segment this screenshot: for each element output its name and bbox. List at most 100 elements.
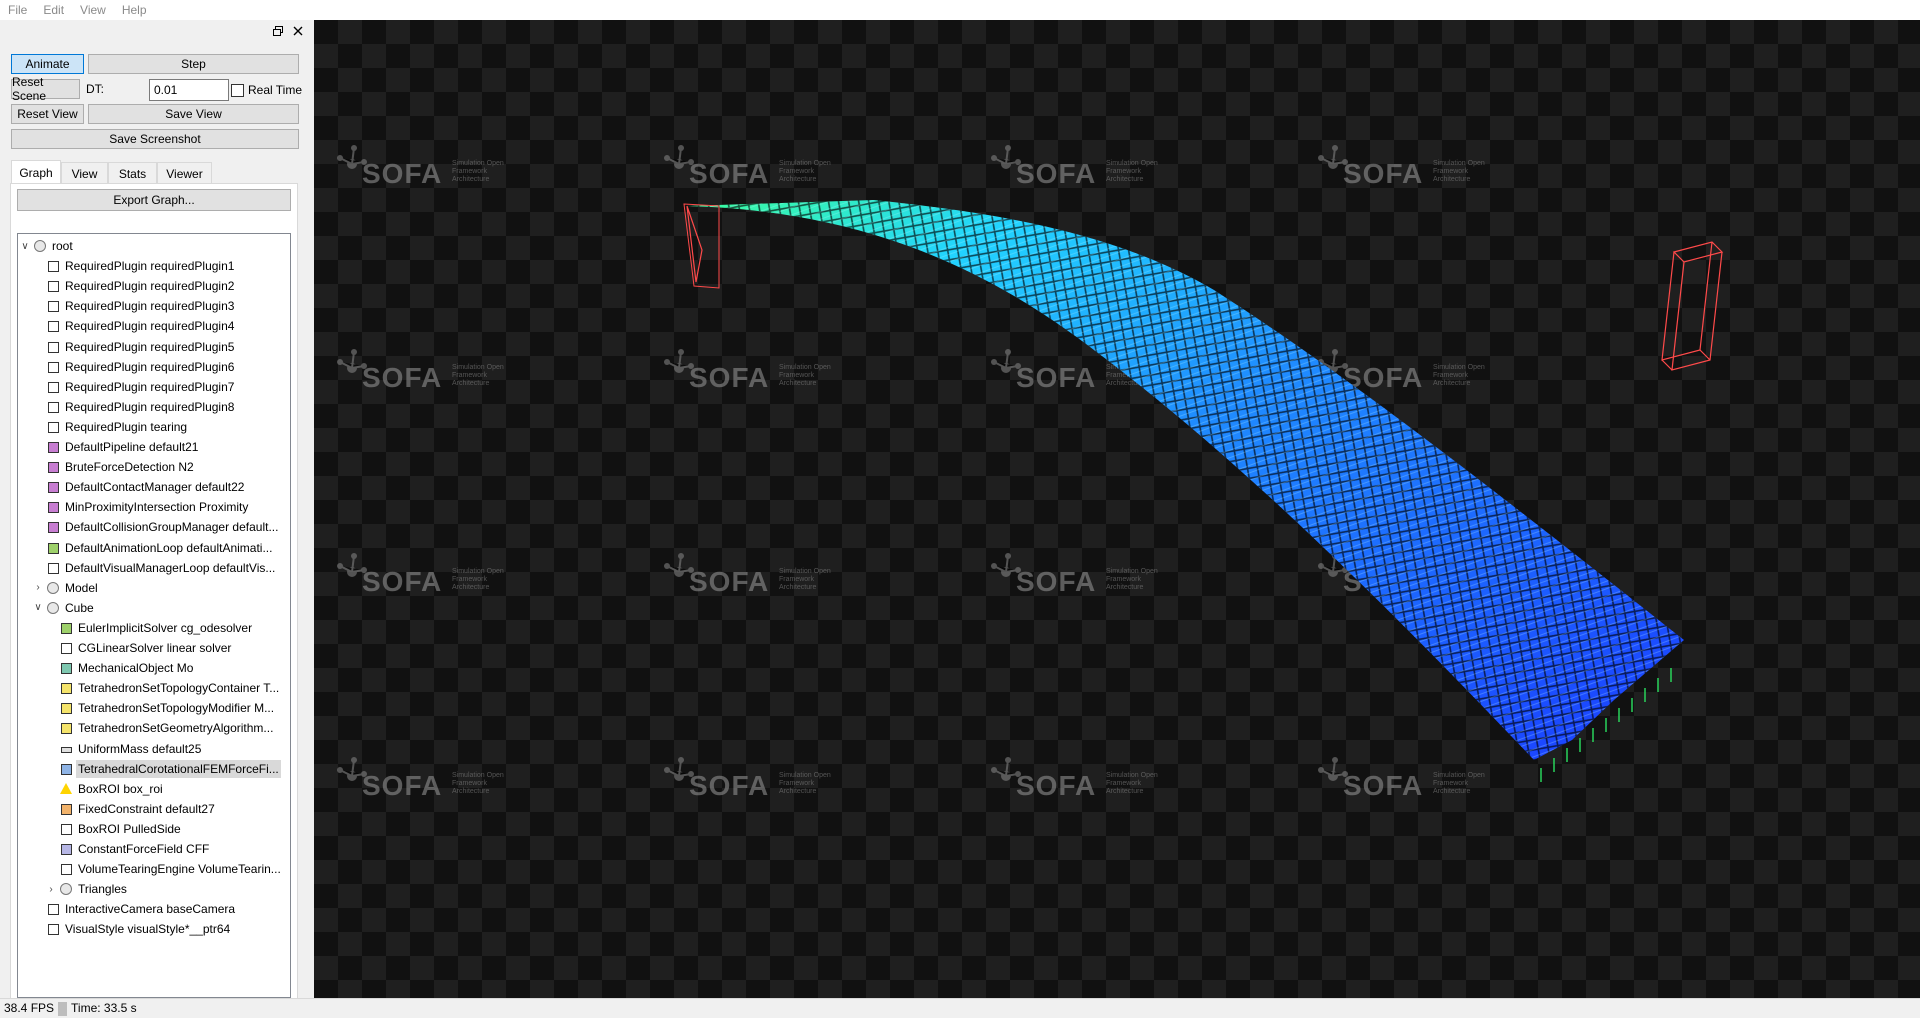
tree-node-label: RequiredPlugin requiredPlugin1	[65, 259, 235, 274]
tree-node[interactable]: TetrahedralCorotationalFEMForceFi...	[18, 759, 290, 779]
real-time-checkbox[interactable]	[231, 84, 244, 97]
watermark-subtitle: Simulation Open Framework Architecture	[779, 568, 831, 591]
tree-node[interactable]: VisualStyle visualStyle*__ptr64	[18, 919, 290, 939]
force-arrows	[1540, 668, 1672, 782]
tree-node[interactable]: TetrahedronSetGeometryAlgorithm...	[18, 718, 290, 738]
tab-graph[interactable]: Graph	[11, 160, 61, 184]
tree-node[interactable]: CGLinearSolver linear solver	[18, 638, 290, 658]
watermark-subtitle: Simulation Open Framework Architecture	[1106, 772, 1158, 795]
tree-node[interactable]: BoxROI PulledSide	[18, 819, 290, 839]
component-icon	[61, 723, 72, 735]
tree-node[interactable]: InteractiveCamera baseCamera	[18, 899, 290, 919]
component-icon	[48, 542, 59, 554]
menu-help[interactable]: Help	[121, 3, 147, 17]
tree-node-label: DefaultPipeline default21	[65, 440, 199, 454]
tab-view[interactable]: View	[61, 162, 108, 184]
component-icon	[61, 683, 72, 695]
tree-node[interactable]: FixedConstraint default27	[18, 799, 290, 819]
tree-node[interactable]: UniformMass default25	[18, 739, 290, 759]
component-icon	[48, 361, 59, 373]
tree-node[interactable]: RequiredPlugin requiredPlugin3	[18, 296, 290, 316]
scene-canvas	[683, 200, 1724, 782]
sofa-watermark: SOFA Simulation Open Framework Architectu…	[1313, 138, 1493, 208]
watermark-subtitle: Simulation Open Framework Architecture	[1106, 160, 1158, 183]
tree-node-label: MinProximityIntersection Proximity	[65, 500, 249, 515]
tab-viewer[interactable]: Viewer	[157, 162, 212, 184]
tree-node[interactable]: TetrahedronSetTopologyModifier M...	[18, 698, 290, 718]
fps-readout: 38.4 FPS	[4, 1001, 55, 1015]
restore-icon[interactable]	[270, 23, 286, 39]
collapse-arrow-icon[interactable]: ∨	[21, 240, 29, 252]
tree-node-label: EulerImplicitSolver cg_odesolver	[78, 620, 253, 635]
watermark-logo-text: SOFA	[362, 566, 443, 597]
tree-node-group[interactable]: ∨ Cube	[18, 598, 290, 618]
component-icon	[48, 381, 59, 393]
scene-graph-tree[interactable]: ∨ root RequiredPlugin requiredPlugin1 Requi…	[17, 233, 291, 998]
tree-node[interactable]: DefaultCollisionGroupManager default...	[18, 517, 290, 537]
tree-node-label: FixedConstraint default27	[78, 801, 215, 816]
tree-node[interactable]: RequiredPlugin requiredPlugin2	[18, 276, 290, 296]
tree-node[interactable]: DefaultAnimationLoop defaultAnimati...	[18, 538, 290, 558]
tree-node[interactable]: RequiredPlugin requiredPlugin5	[18, 337, 290, 357]
node-group-icon	[47, 581, 59, 594]
export-graph-button[interactable]: Export Graph...	[17, 189, 291, 211]
tree-node-label: ConstantForceField CFF	[78, 842, 210, 856]
tree-node[interactable]: DefaultContactManager default22	[18, 477, 290, 497]
animate-button[interactable]: Animate	[11, 54, 84, 74]
tree-node-group[interactable]: ∨ root	[18, 236, 290, 256]
tree-node[interactable]: MechanicalObject Mo	[18, 658, 290, 678]
tree-node[interactable]: RequiredPlugin requiredPlugin4	[18, 316, 290, 336]
tree-node-label: BoxROI PulledSide	[78, 821, 181, 836]
deformed-beam	[683, 200, 1684, 760]
tab-stats[interactable]: Stats	[108, 162, 157, 184]
tree-node[interactable]: EulerImplicitSolver cg_odesolver	[18, 618, 290, 638]
tree-node[interactable]: TetrahedronSetTopologyContainer T...	[18, 678, 290, 698]
tree-node-label: TetrahedronSetTopologyContainer T...	[78, 681, 280, 696]
tree-node-label: BruteForceDetection N2	[65, 460, 194, 475]
3d-viewer[interactable]: SOFA Simulation Open Framework Architectu…	[314, 20, 1920, 998]
dt-field[interactable]	[149, 79, 229, 101]
save-screenshot-button[interactable]: Save Screenshot	[11, 129, 299, 149]
component-icon	[48, 281, 59, 293]
tree-node[interactable]: DefaultPipeline default21	[18, 437, 290, 457]
tree-node[interactable]: RequiredPlugin tearing	[18, 417, 290, 437]
collapse-arrow-icon[interactable]: ∨	[34, 602, 42, 614]
watermark-logo-text: SOFA	[689, 566, 770, 597]
menu-edit[interactable]: Edit	[43, 3, 65, 17]
component-icon	[61, 864, 72, 876]
tree-node[interactable]: BruteForceDetection N2	[18, 457, 290, 477]
tree-node[interactable]: DefaultVisualManagerLoop defaultVis...	[18, 558, 290, 578]
tree-node[interactable]: VolumeTearingEngine VolumeTearin...	[18, 859, 290, 879]
component-icon	[48, 522, 59, 534]
menu-view[interactable]: View	[80, 3, 106, 17]
reset-scene-button[interactable]: Reset Scene	[11, 75, 80, 103]
component-icon	[48, 462, 59, 474]
tree-node[interactable]: ConstantForceField CFF	[18, 839, 290, 859]
watermark-subtitle: Simulation Open Framework Architecture	[1106, 568, 1158, 591]
tree-node[interactable]: BoxROI box_roi	[18, 779, 290, 799]
menu-file[interactable]: File	[8, 3, 28, 17]
tree-node[interactable]: RequiredPlugin requiredPlugin7	[18, 377, 290, 397]
tree-node-label: RequiredPlugin requiredPlugin6	[65, 359, 235, 374]
tree-node[interactable]: RequiredPlugin requiredPlugin6	[18, 357, 290, 377]
sofa-watermark: SOFA Simulation Open Framework Architectu…	[986, 138, 1166, 208]
watermark-logo-text: SOFA	[1343, 158, 1424, 189]
tree-node-group[interactable]: › Model	[18, 578, 290, 598]
expand-arrow-icon[interactable]: ›	[36, 582, 40, 594]
tree-node-group[interactable]: › Triangles	[18, 879, 290, 899]
watermark-logo-text: SOFA	[362, 770, 443, 801]
watermark-logo-text: SOFA	[1343, 770, 1424, 801]
close-icon[interactable]	[290, 23, 306, 39]
expand-arrow-icon[interactable]: ›	[49, 883, 53, 895]
component-icon	[48, 482, 59, 494]
step-button[interactable]: Step	[88, 54, 299, 74]
reset-view-button[interactable]: Reset View	[11, 104, 84, 124]
tree-node[interactable]: RequiredPlugin requiredPlugin1	[18, 256, 290, 276]
tree-node[interactable]: RequiredPlugin requiredPlugin8	[18, 397, 290, 417]
save-view-button[interactable]: Save View	[88, 104, 299, 124]
watermark-logo-text: SOFA	[689, 770, 770, 801]
tree-node[interactable]: MinProximityIntersection Proximity	[18, 497, 290, 517]
watermark-logo-text: SOFA	[1016, 362, 1097, 393]
beam-fixed-end	[686, 205, 703, 283]
tree-node-label: RequiredPlugin tearing	[65, 419, 188, 434]
